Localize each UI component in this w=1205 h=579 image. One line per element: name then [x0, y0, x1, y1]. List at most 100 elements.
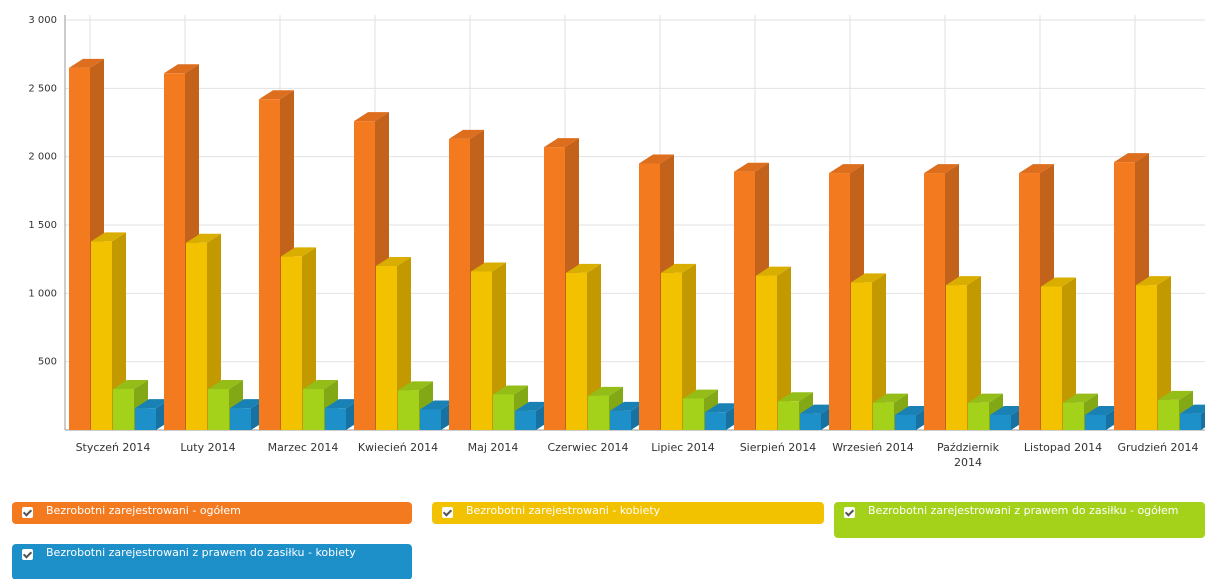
- bar-top: [135, 399, 170, 409]
- bar-top: [259, 90, 294, 100]
- bar-front: [1158, 399, 1179, 430]
- legend-item[interactable]: Bezrobotni zarejestrowani z prawem do za…: [834, 502, 1205, 538]
- bar: [1136, 276, 1171, 430]
- bar-front: [398, 390, 419, 430]
- legend-item[interactable]: Bezrobotni zarejestrowani - ogółem: [12, 502, 412, 524]
- bar-front: [683, 398, 704, 430]
- x-tick-label: Maj 2014: [467, 441, 519, 454]
- bar-front: [1180, 413, 1201, 430]
- legend-label: Bezrobotni zarejestrowani - ogółem: [46, 504, 241, 517]
- bar-front: [734, 171, 755, 430]
- bar-top: [376, 257, 411, 266]
- bar-top: [588, 386, 623, 396]
- bar-front: [588, 395, 609, 430]
- bar-front: [968, 402, 989, 430]
- x-tick-label: Sierpień 2014: [739, 441, 817, 454]
- bar-top: [1136, 276, 1171, 286]
- bar-side: [492, 262, 506, 430]
- bar-front: [778, 401, 799, 430]
- legend-item[interactable]: Bezrobotni zarejestrowani - kobiety: [432, 502, 824, 524]
- legend-label: Bezrobotni zarejestrowani z prawem do za…: [46, 546, 356, 559]
- x-tick-label: Lipiec 2014: [651, 441, 715, 454]
- bar-top: [756, 266, 791, 276]
- bar-front: [851, 282, 872, 430]
- bar-top: [990, 405, 1025, 415]
- bar-front: [230, 408, 251, 430]
- bar-front: [1041, 286, 1062, 430]
- bar-top: [281, 247, 316, 257]
- bar-side: [587, 263, 601, 430]
- bar: [91, 232, 126, 430]
- bar-front: [259, 99, 280, 431]
- y-tick-label: 500: [38, 357, 57, 368]
- legend-item[interactable]: Bezrobotni zarejestrowani z prawem do za…: [12, 544, 412, 579]
- y-tick-label: 1 500: [28, 220, 57, 231]
- bar-front: [1063, 402, 1084, 430]
- bar-front: [471, 271, 492, 430]
- bar-top: [873, 393, 908, 403]
- legend-checkbox[interactable]: [22, 549, 33, 560]
- bar-front: [946, 285, 967, 430]
- bar-front: [1085, 414, 1106, 430]
- bar-side: [967, 276, 981, 430]
- bar-side: [1062, 277, 1076, 430]
- bar-side: [1157, 276, 1171, 430]
- legend-checkbox[interactable]: [22, 507, 33, 518]
- x-tick-label: Czerwiec 2014: [547, 441, 629, 454]
- bar: [1041, 277, 1076, 430]
- bar-top: [354, 112, 389, 122]
- bar: [661, 263, 696, 430]
- bar-top: [208, 380, 243, 389]
- bar-top: [471, 262, 506, 272]
- bar-top: [325, 399, 360, 409]
- bar-top: [91, 232, 126, 242]
- bar-top: [113, 380, 148, 389]
- bar-front: [164, 73, 185, 431]
- bar-top: [1114, 153, 1149, 163]
- bar-side: [682, 263, 696, 430]
- bar-front: [303, 389, 324, 430]
- bar-side: [872, 273, 886, 430]
- bar-front: [376, 266, 397, 430]
- bar-top: [1041, 277, 1076, 287]
- legend-checkbox[interactable]: [844, 507, 855, 518]
- x-tick-label: Kwiecień 2014: [357, 441, 439, 454]
- bar-front: [1136, 285, 1157, 430]
- legend-checkbox[interactable]: [442, 507, 453, 518]
- bar-top: [895, 405, 930, 415]
- bar-front: [705, 412, 726, 430]
- bar-top: [1158, 390, 1193, 400]
- bar-front: [515, 410, 536, 430]
- bar-front: [895, 414, 916, 430]
- bar-front: [113, 389, 134, 430]
- bar-top: [778, 392, 813, 402]
- bar-front: [69, 67, 90, 430]
- bar-side: [112, 232, 126, 430]
- bar-top: [1180, 404, 1205, 414]
- bar-top: [303, 380, 338, 389]
- x-tick-label: Wrzesień 2014: [832, 441, 914, 454]
- bar-top: [639, 154, 674, 164]
- bar-front: [756, 275, 777, 430]
- bar-top: [829, 164, 864, 174]
- bar-side: [1201, 411, 1205, 430]
- bar-top: [946, 276, 981, 286]
- bar-top: [398, 381, 433, 391]
- bar-top: [705, 403, 740, 413]
- bar-top: [610, 401, 645, 411]
- bar-front: [566, 272, 587, 430]
- bar-side: [207, 233, 221, 430]
- bar-front: [91, 241, 112, 430]
- bar-front: [135, 408, 156, 430]
- bar-top: [968, 393, 1003, 403]
- bar: [756, 266, 791, 430]
- bar-top: [449, 129, 484, 139]
- bar: [1085, 405, 1120, 430]
- bar-front: [661, 272, 682, 430]
- bar-front: [1019, 173, 1040, 431]
- bar-front: [829, 173, 850, 431]
- bar-front: [800, 413, 821, 430]
- bar-front: [449, 138, 470, 430]
- bar-front: [1114, 162, 1135, 430]
